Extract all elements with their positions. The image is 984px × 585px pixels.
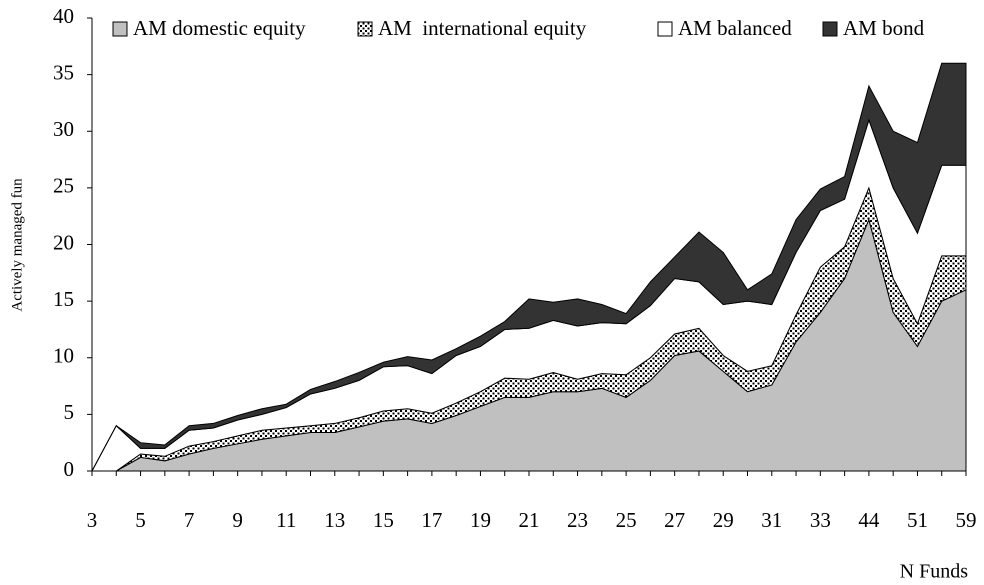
legend-label: AM balanced: [678, 16, 792, 40]
x-tick-label: 51: [907, 508, 928, 532]
y-tick-label: 25: [53, 174, 74, 198]
x-tick-label: 17: [421, 508, 442, 532]
y-tick-label: 15: [53, 287, 74, 311]
x-tick-label: 9: [232, 508, 243, 532]
y-tick-label: 5: [64, 400, 75, 424]
x-tick-label: 21: [519, 508, 540, 532]
x-tick-label: 3: [87, 508, 98, 532]
y-tick-label: 20: [53, 230, 74, 254]
legend-swatch: [822, 21, 838, 37]
y-tick-label: 30: [53, 117, 74, 141]
y-tick-label: 40: [53, 4, 74, 28]
y-tick-label: 0: [64, 457, 75, 481]
legend-swatch: [357, 21, 373, 37]
x-axis-label: N Funds: [900, 561, 969, 583]
x-tick-label: 7: [184, 508, 195, 532]
x-tick-label: 11: [276, 508, 296, 532]
x-tick-label: 44: [858, 508, 880, 532]
x-tick-label: 27: [664, 508, 685, 532]
x-tick-label: 15: [373, 508, 394, 532]
y-tick-label: 35: [53, 60, 74, 84]
legend-label: AM international equity: [378, 16, 587, 40]
x-tick-label: 19: [470, 508, 491, 532]
x-tick-label: 23: [567, 508, 588, 532]
legend-swatch: [112, 21, 128, 37]
x-tick-label: 33: [810, 508, 831, 532]
x-tick-label: 25: [616, 508, 637, 532]
x-tick-label: 31: [761, 508, 782, 532]
x-tick-label: 13: [324, 508, 345, 532]
legend-swatch: [657, 21, 673, 37]
x-tick-label: 59: [956, 508, 977, 532]
legend-label: AM domestic equity: [133, 16, 306, 40]
y-tick-label: 10: [53, 344, 74, 368]
area: [91, 62, 967, 472]
legend-label: AM bond: [843, 16, 925, 40]
y-axis-label: Actively managed fun: [9, 178, 25, 312]
x-tick-label: 29: [713, 508, 734, 532]
x-tick-label: 5: [135, 508, 146, 532]
